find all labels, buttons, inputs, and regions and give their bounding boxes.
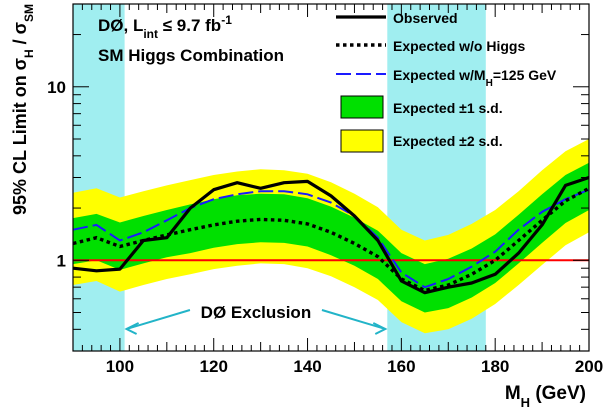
x-axis-label: MH (GeV) (505, 383, 586, 407)
x-tick-label-140: 140 (293, 357, 321, 376)
exclusion-region-1 (73, 4, 125, 351)
series-expected-125 (72, 188, 590, 289)
y-tick-label-1: 1 (57, 251, 66, 270)
legend-band2-swatch (340, 129, 384, 153)
exclusion-arrowhead-right (372, 322, 388, 335)
x-tick-label-100: 100 (106, 357, 134, 376)
legend: Observed Expected w/o Higgs Expected w/M… (336, 10, 557, 153)
legend-observed-label: Observed (393, 10, 458, 26)
x-tick-label-120: 120 (200, 357, 228, 376)
legend-expected-125-label: Expected w/MH=125 GeV (393, 67, 557, 89)
y-tick-label-10: 10 (47, 78, 66, 97)
series-observed (72, 175, 590, 295)
x-tick-label-200: 200 (575, 357, 603, 376)
legend-expected-bkg-label: Expected w/o Higgs (393, 38, 525, 54)
exclusion-arrowhead-left (124, 322, 140, 335)
band-1sd (73, 162, 589, 313)
series-expected-bkg (72, 186, 590, 293)
y-axis-label: 95% CL Limit on σH / σSM (10, 4, 36, 215)
chart-title-line2: SM Higgs Combination (98, 46, 284, 65)
exclusion-label: DØ Exclusion (201, 303, 312, 322)
lines-layer (72, 175, 590, 295)
legend-band1-swatch (340, 95, 384, 119)
exclusion-annotation: DØ Exclusion (124, 303, 388, 335)
exclusion-arrow-left (126, 309, 191, 330)
chart-title-line1: DØ, Lint ≤ 9.7 fb-1 (98, 13, 232, 41)
legend-band2-label: Expected ±2 s.d. (393, 133, 503, 149)
exclusion-arrow-right (321, 309, 386, 330)
legend-band1-label: Expected ±1 s.d. (393, 100, 503, 116)
x-tick-label-160: 160 (387, 357, 415, 376)
x-tick-label-180: 180 (481, 357, 509, 376)
ticks-layer: 100 120 140 160 180 200 1 10 (47, 3, 603, 376)
